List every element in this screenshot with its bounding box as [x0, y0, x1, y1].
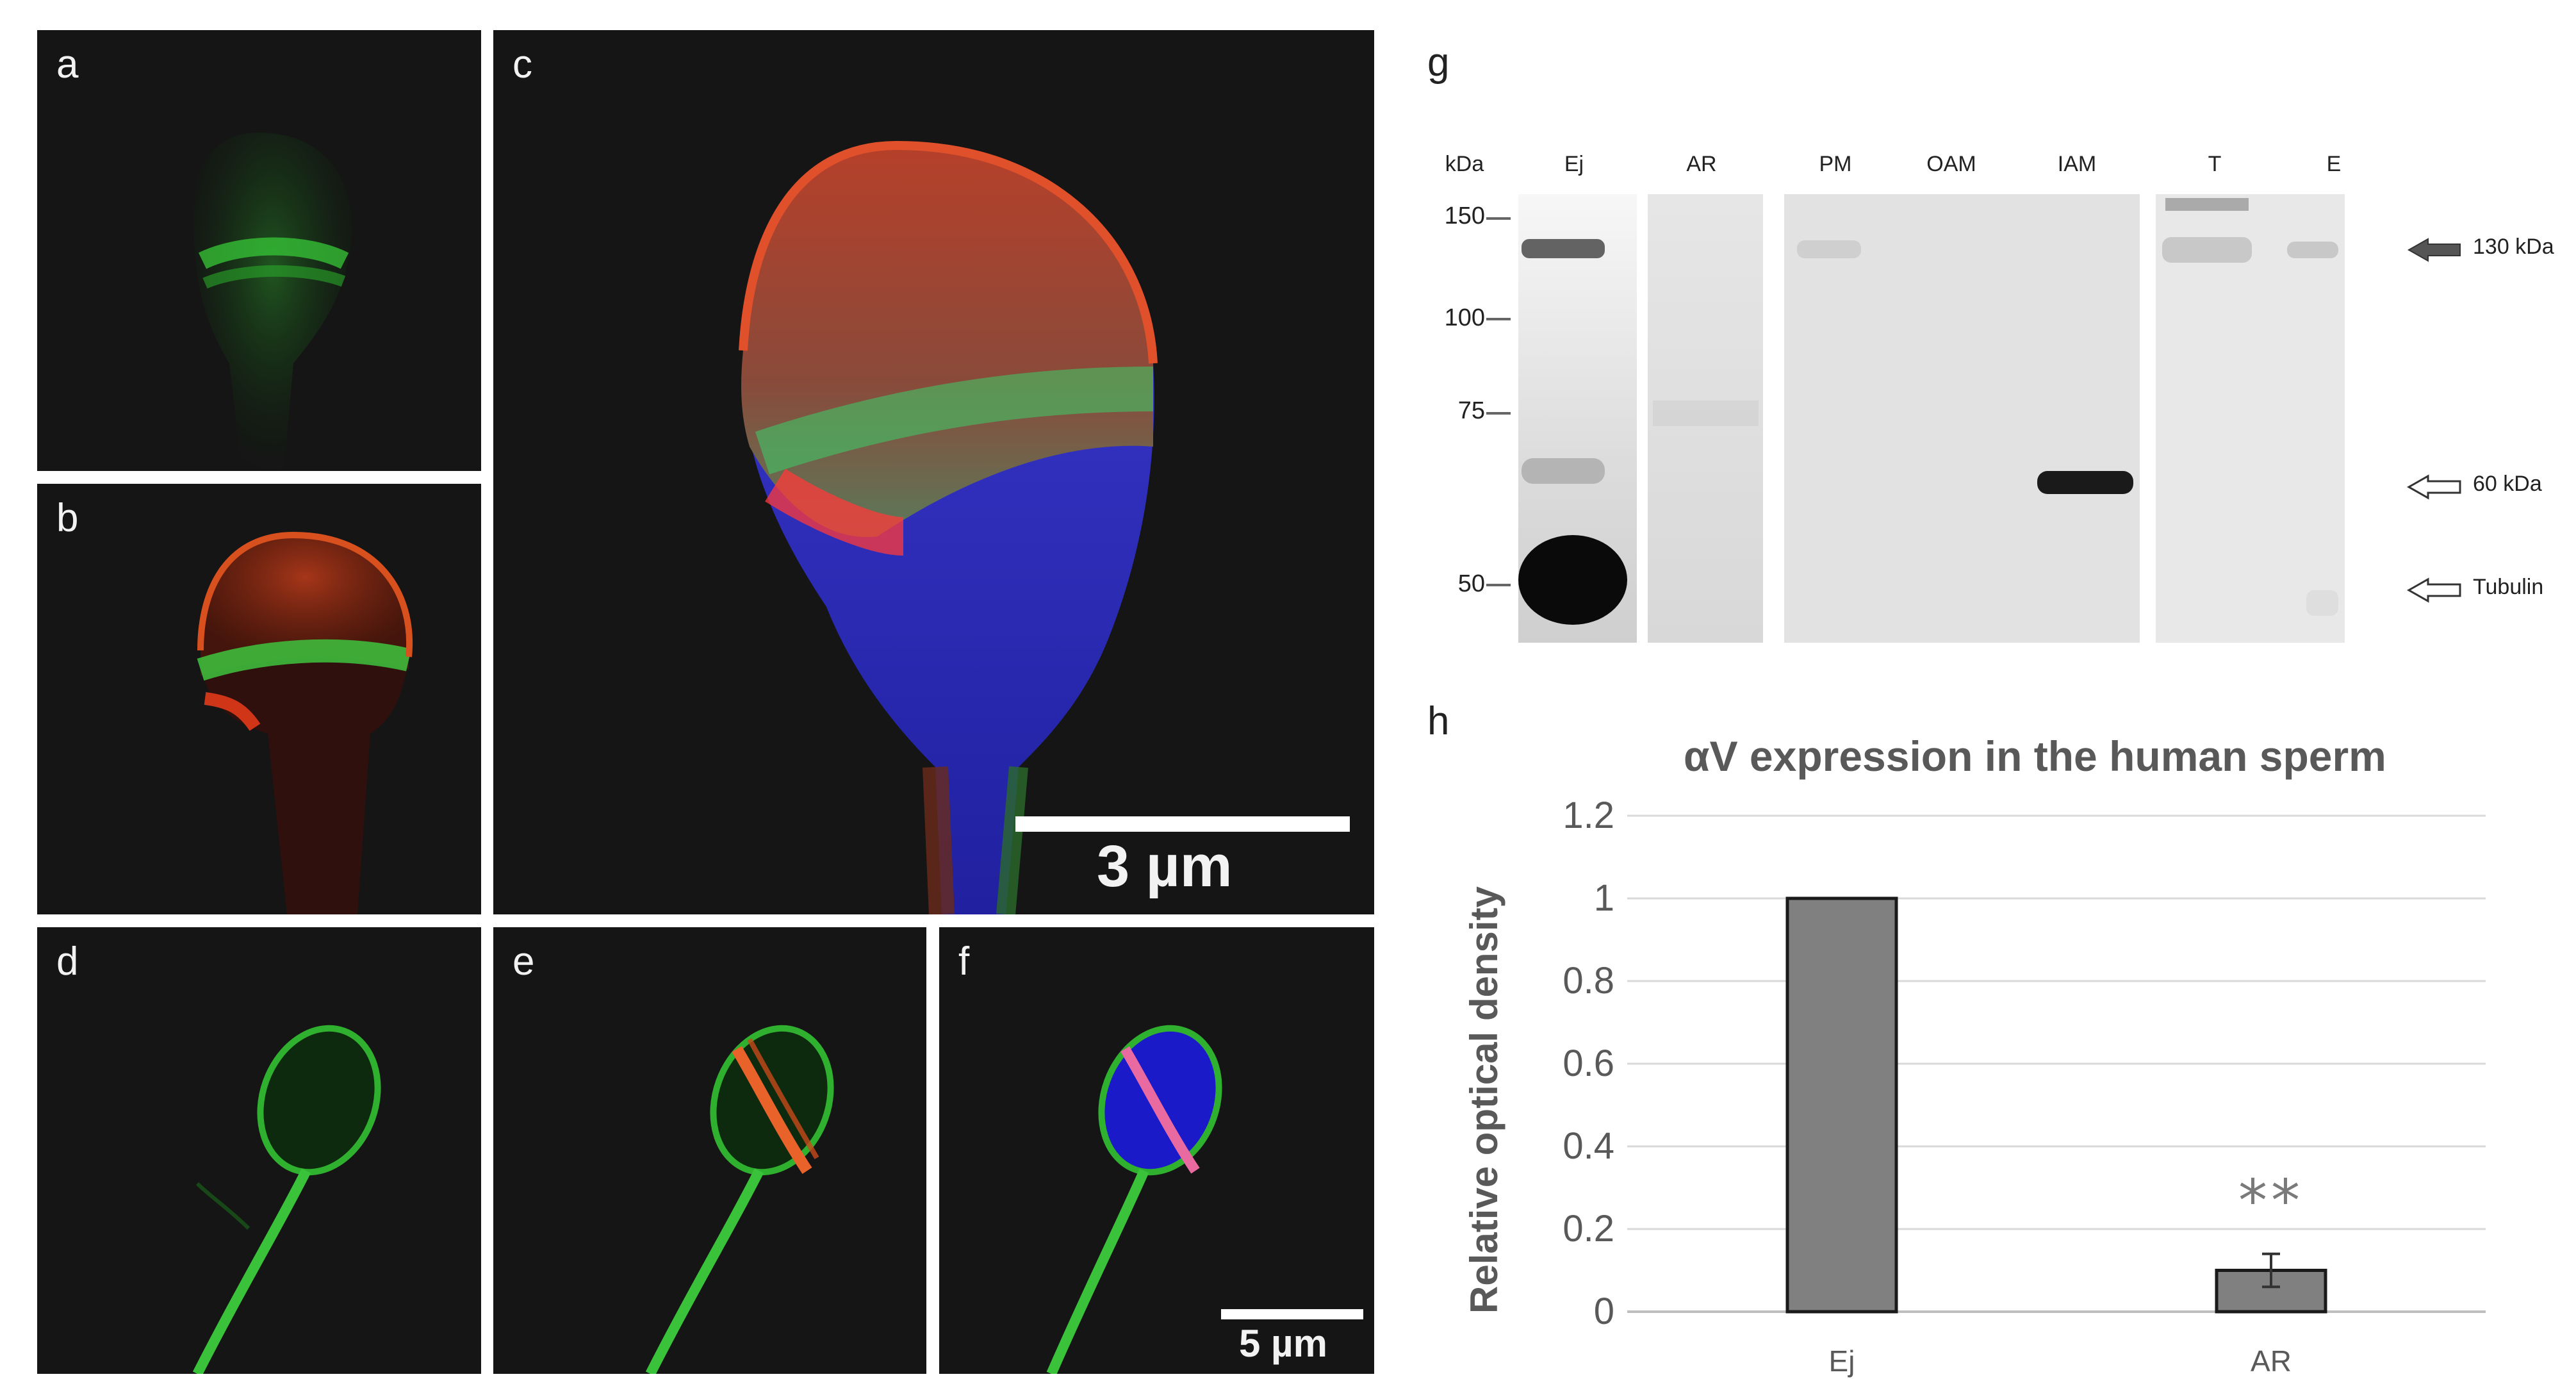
- kda-marker: 50: [1457, 570, 1485, 597]
- bar-ej: [1785, 896, 1898, 1314]
- kda-marker: 100: [1444, 304, 1485, 331]
- lane-label: IAM: [2057, 152, 2097, 176]
- y-tick-label: 0.2: [1563, 1208, 1614, 1250]
- y-tick-label: 0.4: [1563, 1125, 1614, 1167]
- panel-c: 3 µm c: [493, 30, 1374, 914]
- micrograph-d: [192, 1025, 381, 1374]
- y-tick-label: 0.6: [1563, 1043, 1614, 1084]
- panel-letter-h: h: [1427, 699, 1450, 743]
- lane-label: AR: [1686, 152, 1717, 176]
- significance-marker: **: [2238, 1167, 2304, 1235]
- lane-label: Ej: [1564, 152, 1584, 176]
- panel-letter-a: a: [56, 42, 79, 87]
- panel-letter-f: f: [958, 939, 970, 984]
- panel-d: d: [37, 927, 481, 1374]
- arrow-label: 130 kDa: [2473, 235, 2554, 259]
- panel-letter-e: e: [513, 939, 535, 984]
- y-axis-label: Relative optical density: [1463, 886, 1505, 1314]
- panel-a: a: [37, 30, 481, 471]
- lane-label: OAM: [1926, 152, 1976, 176]
- scalebar-c: [1015, 816, 1350, 832]
- arrow-label: Tubulin: [2473, 575, 2544, 599]
- y-tick-label: 1.2: [1563, 795, 1614, 836]
- panel-f: 5 µm f: [939, 927, 1374, 1374]
- kda-marker: 150: [1444, 202, 1485, 229]
- arrow-label: 60 kDa: [2473, 472, 2542, 496]
- panel-letter-c: c: [513, 42, 532, 87]
- y-tick-label: 1: [1593, 877, 1614, 919]
- x-category-label: Ej: [1828, 1344, 1855, 1378]
- micrograph-f: [1046, 1025, 1363, 1374]
- lane-label: T: [2208, 152, 2222, 176]
- kda-marker: 75: [1457, 397, 1485, 424]
- x-category-label: AR: [2251, 1344, 2292, 1378]
- panel-e: e: [493, 927, 926, 1374]
- panel-letter-d: d: [56, 939, 79, 984]
- scalebar-label-f: 5 µm: [1239, 1322, 1327, 1365]
- micrograph-a: [193, 133, 352, 471]
- lane-label: PM: [1819, 152, 1852, 176]
- panel-letter-g: g: [1427, 40, 1450, 85]
- bar-chart: [1627, 814, 2486, 1314]
- scalebar-f: [1221, 1309, 1363, 1319]
- panel-letter-b: b: [56, 496, 79, 540]
- blot-image: [1486, 194, 2461, 643]
- lane-label: E: [2326, 152, 2342, 176]
- y-tick-label: 0: [1593, 1291, 1614, 1332]
- panel-b: b: [37, 484, 481, 914]
- micrograph-c: [739, 141, 1350, 914]
- micrograph-b: [197, 532, 413, 914]
- kda-label: kDa: [1445, 152, 1484, 176]
- scalebar-label-c: 3 µm: [1097, 834, 1233, 899]
- error-bar: [2262, 1252, 2280, 1289]
- y-tick-label: 0.8: [1563, 960, 1614, 1002]
- chart-title: αV expression in the human sperm: [1684, 732, 2386, 780]
- micrograph-e: [645, 1025, 834, 1374]
